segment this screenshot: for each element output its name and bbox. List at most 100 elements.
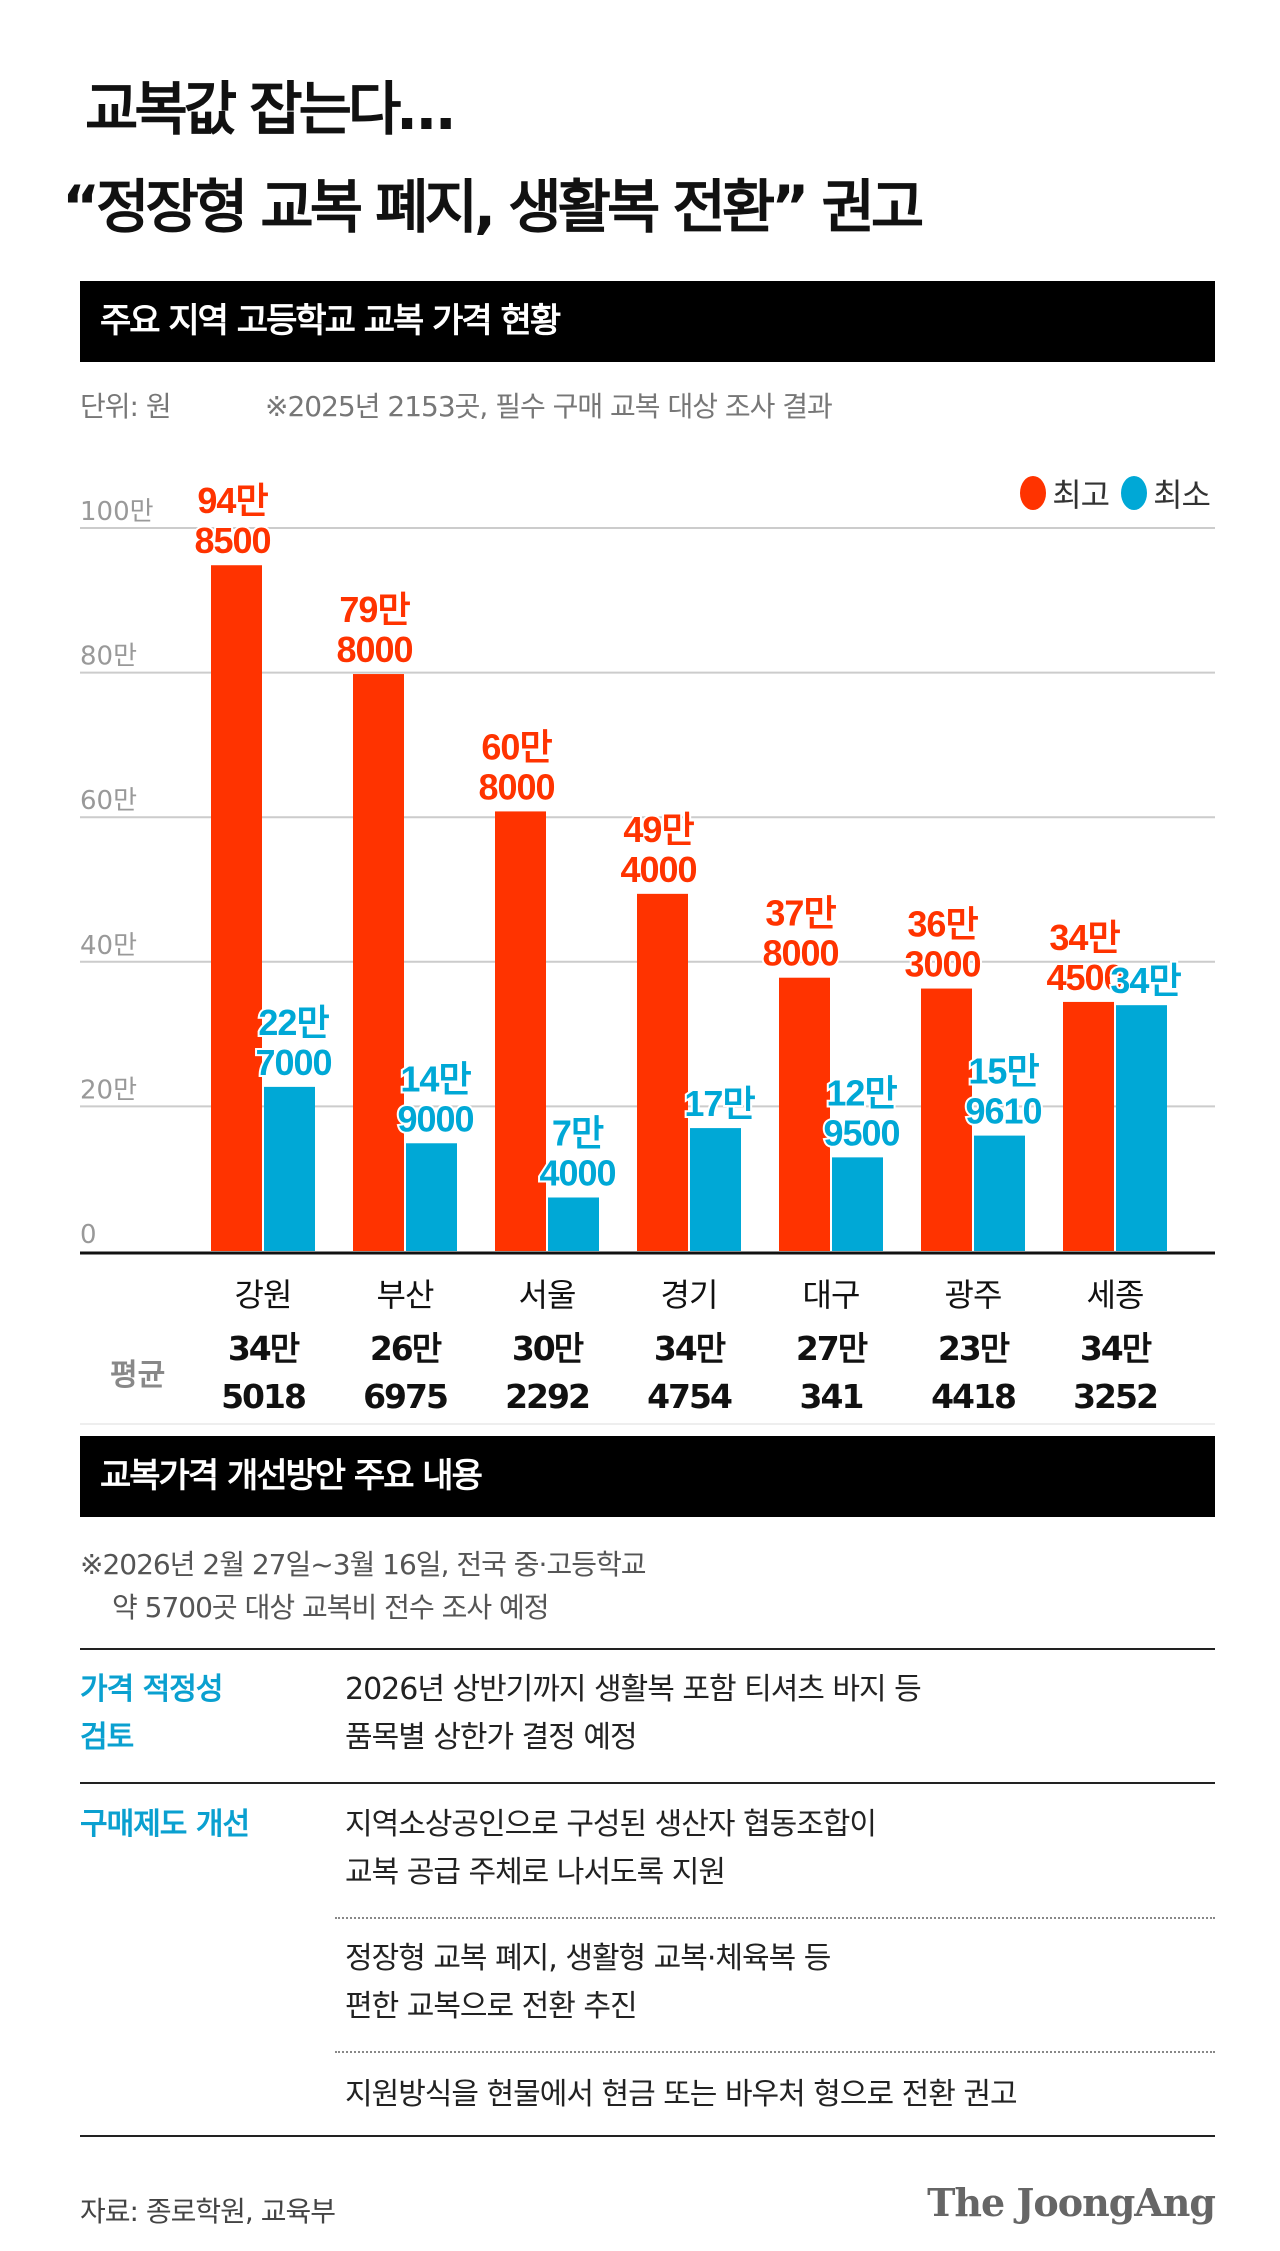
y-tick-label: 100만 — [80, 497, 154, 527]
average-value-line: 23만 — [937, 1329, 1010, 1368]
row1-text-line1: 2026년 상반기까지 생활복 포함 티셔츠 바지 등 — [345, 1672, 922, 1707]
average-value-line: 2292 — [505, 1377, 591, 1416]
dotted-rule — [335, 1917, 1215, 1919]
data-label: 9500 — [823, 1112, 899, 1153]
average-value: 23만 4418 — [908, 1325, 1038, 1421]
bar-max — [1063, 1001, 1114, 1251]
average-label: 평균 — [110, 1358, 166, 1393]
data-label: 9610 — [965, 1091, 1041, 1132]
bar-max — [779, 977, 830, 1251]
row3-text: 정장형 교복 폐지, 생활형 교복·체육복 등 편한 교복으로 전환 추진 — [345, 1935, 831, 2031]
data-label: 8000 — [336, 629, 412, 670]
data-label: 4500 — [1046, 957, 1122, 998]
average-value-line: 34만 — [227, 1329, 300, 1368]
bar-min — [832, 1157, 883, 1251]
bar-min — [974, 1135, 1025, 1251]
average-value-line: 30만 — [511, 1329, 584, 1368]
region-label: 강원 — [234, 1276, 293, 1314]
joongang-logo: The JoongAng — [927, 2180, 1216, 2225]
source: 자료: 종로학원, 교육부 — [80, 2195, 336, 2228]
section2-header: 교복가격 개선방안 주요 내용 — [80, 1436, 1215, 1517]
row3-text-line1: 정장형 교복 폐지, 생활형 교복·체육복 등 — [345, 1941, 831, 1976]
data-label: 8500 — [194, 520, 270, 561]
average-value: 26만 6975 — [340, 1325, 470, 1421]
dotted-rule — [335, 2051, 1215, 2053]
region-label: 서울 — [518, 1276, 577, 1314]
data-label: 37만 — [765, 893, 836, 934]
row3-text-line2: 편한 교복으로 전환 추진 — [345, 1989, 638, 2024]
average-value-line: 34만 — [1079, 1329, 1152, 1368]
bar-min — [1116, 1005, 1167, 1251]
row2-text-line2: 교복 공급 주체로 나서도록 지원 — [345, 1855, 726, 1890]
table-bottom-rule — [80, 2135, 1215, 2137]
bar-max — [211, 565, 262, 1251]
data-label: 15만 — [968, 1051, 1039, 1092]
average-value-line: 4418 — [931, 1377, 1017, 1416]
row1-category-line1: 가격 적정성 — [80, 1672, 223, 1707]
data-label: 79만 — [339, 589, 410, 630]
data-label: 8000 — [762, 933, 838, 974]
y-tick-label: 20만 — [80, 1075, 137, 1105]
data-label: 14만 — [400, 1058, 471, 1099]
row1-text-line2: 품목별 상한가 결정 예정 — [345, 1720, 638, 1755]
legend-min-label: 최소 — [1153, 476, 1211, 514]
data-label: 8000 — [478, 766, 554, 807]
data-label: 12만 — [826, 1072, 897, 1113]
row2-category: 구매제도 개선 — [80, 1807, 250, 1842]
average-value: 34만 4754 — [624, 1325, 754, 1421]
bar-max — [921, 988, 972, 1251]
data-label: 94만 — [197, 480, 268, 521]
average-value-line: 4754 — [647, 1377, 733, 1416]
legend-max-swatch — [1020, 476, 1047, 510]
y-tick-label: 40만 — [80, 931, 137, 961]
schedule-note-line1: ※2026년 2월 27일~3월 16일, 전국 중·고등학교 — [80, 1548, 646, 1581]
average-value: 34만 5018 — [198, 1325, 328, 1421]
region-label: 경기 — [660, 1276, 719, 1314]
data-label: 7만 — [552, 1112, 604, 1153]
region-label: 대구 — [802, 1276, 861, 1314]
average-value-line: 5018 — [221, 1377, 307, 1416]
region-label: 부산 — [376, 1276, 435, 1314]
legend: 최고 최소 — [1020, 470, 1211, 516]
data-label: 34만 — [1110, 960, 1181, 1001]
row4-text: 지원방식을 현물에서 현금 또는 바우처 형으로 전환 권고 — [345, 2077, 1018, 2112]
average-value: 34만 3252 — [1050, 1325, 1180, 1421]
section1-header: 주요 지역 고등학교 교복 가격 현황 — [80, 281, 1215, 362]
bar-max — [495, 811, 546, 1251]
data-label: 4000 — [539, 1152, 615, 1193]
average-value: 30만 2292 — [482, 1325, 612, 1421]
row2-text-line1: 지역소상공인으로 구성된 생산자 협동조합이 — [345, 1807, 877, 1842]
row-rule — [80, 1782, 1215, 1784]
data-label: 9000 — [397, 1098, 473, 1139]
bar-max — [637, 893, 688, 1251]
bar-max — [353, 674, 404, 1251]
average-value: 27만 341 — [766, 1325, 896, 1421]
bar-min — [690, 1128, 741, 1251]
data-label: 36만 — [907, 904, 978, 945]
bar-min — [264, 1086, 315, 1251]
average-value-line: 6975 — [363, 1377, 449, 1416]
row1-text: 2026년 상반기까지 생활복 포함 티셔츠 바지 등 품목별 상한가 결정 예… — [345, 1666, 922, 1762]
average-value-line: 34만 — [653, 1329, 726, 1368]
data-label: 49만 — [623, 809, 694, 850]
region-label: 광주 — [944, 1276, 1003, 1314]
bar-min — [548, 1197, 599, 1251]
average-value-line: 27만 — [795, 1329, 868, 1368]
unit-label: 단위: 원 — [80, 390, 172, 423]
data-label: 4000 — [620, 849, 696, 890]
data-label: 7000 — [255, 1042, 331, 1083]
row2-text: 지역소상공인으로 구성된 생산자 협동조합이 교복 공급 주체로 나서도록 지원 — [345, 1801, 877, 1897]
row1-category-line2: 검토 — [80, 1720, 134, 1755]
y-tick-label: 60만 — [80, 786, 137, 816]
divider — [80, 1423, 1215, 1425]
data-label: 34만 — [1049, 917, 1120, 958]
data-label: 17만 — [684, 1083, 755, 1124]
average-value-line: 26만 — [369, 1329, 442, 1368]
survey-note: ※2025년 2153곳, 필수 구매 교복 대상 조사 결과 — [265, 390, 833, 423]
title-line2: “정장형 교복 폐지, 생활복 전환” 권고 — [62, 173, 924, 241]
data-label: 22만 — [258, 1002, 329, 1043]
average-value-line: 3252 — [1073, 1377, 1159, 1416]
y-tick-label: 80만 — [80, 642, 137, 672]
